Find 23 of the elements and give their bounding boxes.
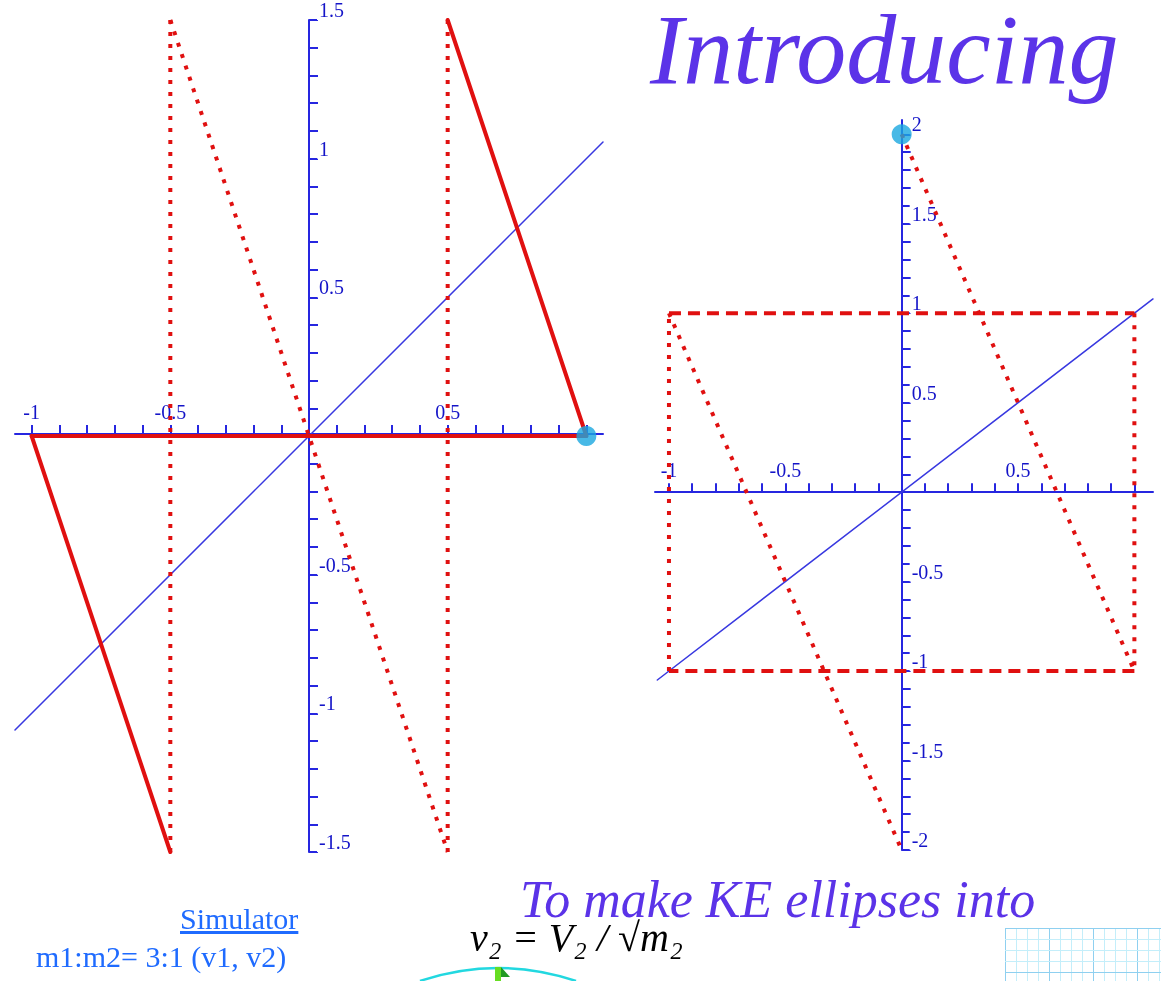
y-tick-label: 1 [319, 137, 329, 160]
y-tick-label: 1 [911, 292, 922, 315]
y-tick-label: 0.5 [319, 276, 344, 299]
x-tick-label: -1 [660, 459, 678, 482]
x-tick-label: -0.5 [154, 401, 187, 423]
text: m1:m2= 3:1 (v1, v2) [36, 940, 287, 973]
y-tick-label: -0.5 [911, 560, 944, 583]
y-tick-label: 1.5 [911, 202, 937, 225]
y-tick-label: -1.5 [319, 831, 351, 853]
y-tick-label: 1.5 [319, 0, 344, 21]
x-tick-label: -1 [23, 401, 40, 423]
x-tick-label: 0.5 [435, 401, 461, 423]
y-tick-label: -1.5 [911, 739, 944, 762]
y-tick-label: -1 [911, 650, 929, 673]
x-tick-label: 0.5 [1005, 459, 1031, 482]
y-tick-label: -2 [911, 829, 929, 851]
y-tick-label: 2 [911, 113, 922, 136]
text: Introducing [650, 0, 1119, 105]
y-tick-label: 0.5 [911, 381, 937, 404]
y-tick-label: -0.5 [319, 553, 351, 576]
x-tick-label: -0.5 [769, 459, 802, 482]
text: Simulator [180, 902, 299, 935]
y-tick-label: -1 [319, 692, 336, 715]
